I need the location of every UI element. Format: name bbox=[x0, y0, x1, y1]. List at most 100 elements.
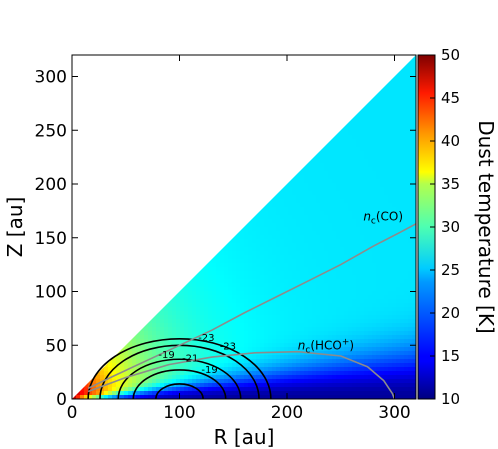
heatmap-cell-2513 bbox=[244, 335, 249, 340]
heatmap-cell-1666 bbox=[236, 283, 241, 288]
heatmap-cell-1111 bbox=[348, 239, 353, 244]
heatmap-cell-1984 bbox=[288, 303, 293, 308]
heatmap-cell-2612 bbox=[352, 339, 357, 344]
heatmap-cell-3669 bbox=[128, 395, 133, 399]
heatmap-cell-2727 bbox=[224, 347, 229, 352]
heatmap-cell-2821 bbox=[300, 351, 305, 356]
heatmap-cell-3390 bbox=[364, 379, 369, 384]
heatmap-cell-269 bbox=[388, 143, 393, 148]
heatmap-cell-712 bbox=[300, 203, 305, 208]
heatmap-cell-1321 bbox=[396, 255, 401, 260]
heatmap-cell-2908 bbox=[344, 355, 349, 360]
heatmap-cell-1845 bbox=[232, 295, 237, 300]
heatmap-cell-1490 bbox=[216, 271, 221, 276]
heatmap-cell-1896 bbox=[188, 299, 193, 304]
heatmap-cell-386 bbox=[336, 163, 341, 168]
heatmap-cell-2665 bbox=[272, 343, 277, 348]
heatmap-cell-1000 bbox=[276, 231, 281, 236]
heatmap-cell-1997 bbox=[340, 303, 345, 308]
heatmap-cell-1750 bbox=[336, 287, 341, 292]
heatmap-cell-3466 bbox=[336, 383, 341, 388]
heatmap-cell-1385 bbox=[232, 263, 237, 268]
heatmap-cell-109 bbox=[372, 111, 377, 116]
heatmap-cell-3266 bbox=[196, 375, 201, 380]
heatmap-cell-879 bbox=[320, 219, 325, 224]
heatmap-cell-2089 bbox=[192, 311, 197, 316]
heatmap-cell-963 bbox=[308, 227, 313, 232]
heatmap-cell-1492 bbox=[224, 271, 229, 276]
heatmap-cell-1765 bbox=[396, 287, 401, 292]
heatmap-cell-2194 bbox=[348, 315, 353, 320]
heatmap-cell-608 bbox=[328, 191, 333, 196]
heatmap-cell-283 bbox=[348, 147, 353, 152]
heatmap-cell-2052 bbox=[304, 307, 309, 312]
heatmap-cell-1853 bbox=[264, 295, 269, 300]
heatmap-cell-810 bbox=[376, 211, 381, 216]
heatmap-cell-994 bbox=[252, 231, 257, 236]
heatmap-cell-2512 bbox=[240, 335, 245, 340]
heatmap-cell-1871 bbox=[336, 295, 341, 300]
heatmap-cell-1645 bbox=[384, 279, 389, 284]
heatmap-cell-3673 bbox=[144, 395, 149, 399]
heatmap-cell-452 bbox=[364, 171, 369, 176]
heatmap-cell-2053 bbox=[308, 307, 313, 312]
heatmap-cell-100 bbox=[396, 107, 401, 112]
heatmap-cell-3461 bbox=[316, 383, 321, 388]
heatmap-cell-432 bbox=[404, 167, 409, 172]
heatmap-cell-3560 bbox=[376, 387, 381, 392]
heatmap-cell-96 bbox=[380, 107, 385, 112]
heatmap-cell-2132 bbox=[364, 311, 369, 316]
heatmap-cell-1209 bbox=[352, 247, 357, 252]
heatmap-cell-1550 bbox=[232, 275, 237, 280]
heatmap-cell-812 bbox=[384, 211, 389, 216]
heatmap-cell-2219 bbox=[180, 319, 185, 324]
heatmap-cell-1018 bbox=[348, 231, 353, 236]
heatmap-cell-3096 bbox=[160, 367, 165, 372]
heatmap-cell-3288 bbox=[284, 375, 289, 380]
heatmap-cell-2803 bbox=[228, 351, 233, 356]
heatmap-cell-2918 bbox=[384, 355, 389, 360]
heatmap-cell-2594 bbox=[280, 339, 285, 344]
heatmap-cell-2261 bbox=[348, 319, 353, 324]
heatmap-cell-1220 bbox=[396, 247, 401, 252]
heatmap-cell-2107 bbox=[264, 311, 269, 316]
heatmap-cell-3665 bbox=[112, 395, 117, 399]
heatmap-cell-876 bbox=[308, 219, 313, 224]
heatmap-cell-99 bbox=[392, 107, 397, 112]
heatmap-cell-2454 bbox=[292, 331, 297, 336]
heatmap-cell-807 bbox=[364, 211, 369, 216]
heatmap-cell-2372 bbox=[244, 327, 249, 332]
heatmap-cell-3522 bbox=[224, 387, 229, 392]
heatmap-cell-1881 bbox=[376, 295, 381, 300]
heatmap-cell-2423 bbox=[168, 331, 173, 336]
heatmap-cell-2318 bbox=[304, 323, 309, 328]
heatmap-cell-2110 bbox=[276, 311, 281, 316]
heatmap-cell-1003 bbox=[288, 231, 293, 236]
heatmap-cell-3602 bbox=[204, 391, 209, 396]
heatmap-cell-455 bbox=[376, 171, 381, 176]
heatmap-cell-2329 bbox=[348, 323, 353, 328]
heatmap-cell-2950 bbox=[204, 359, 209, 364]
heatmap-cell-141 bbox=[368, 119, 373, 124]
heatmap-cell-1584 bbox=[368, 275, 373, 280]
heatmap-cell-1189 bbox=[272, 247, 277, 252]
x-axis-label: R [au] bbox=[214, 425, 275, 449]
heatmap-cell-2992 bbox=[372, 359, 377, 364]
heatmap-cell-557 bbox=[400, 183, 405, 188]
heatmap-cell-978 bbox=[368, 227, 373, 232]
heatmap-cell-2068 bbox=[368, 307, 373, 312]
heatmap-cell-2895 bbox=[292, 355, 297, 360]
heatmap-cell-3239 bbox=[412, 371, 416, 376]
heatmap-cell-1022 bbox=[364, 231, 369, 236]
heatmap-cell-189 bbox=[412, 127, 416, 132]
heatmap-cell-3027 bbox=[200, 363, 205, 368]
heatmap-cell-3064 bbox=[348, 363, 353, 368]
heatmap-cell-605 bbox=[316, 191, 321, 196]
heatmap-cell-2257 bbox=[332, 319, 337, 324]
heatmap-cell-120 bbox=[352, 115, 357, 120]
heatmap-cell-1523 bbox=[348, 271, 353, 276]
heatmap-cell-578 bbox=[348, 187, 353, 192]
heatmap-cell-547 bbox=[360, 183, 365, 188]
heatmap-cell-529 bbox=[288, 183, 293, 188]
heatmap-cell-124 bbox=[368, 115, 373, 120]
